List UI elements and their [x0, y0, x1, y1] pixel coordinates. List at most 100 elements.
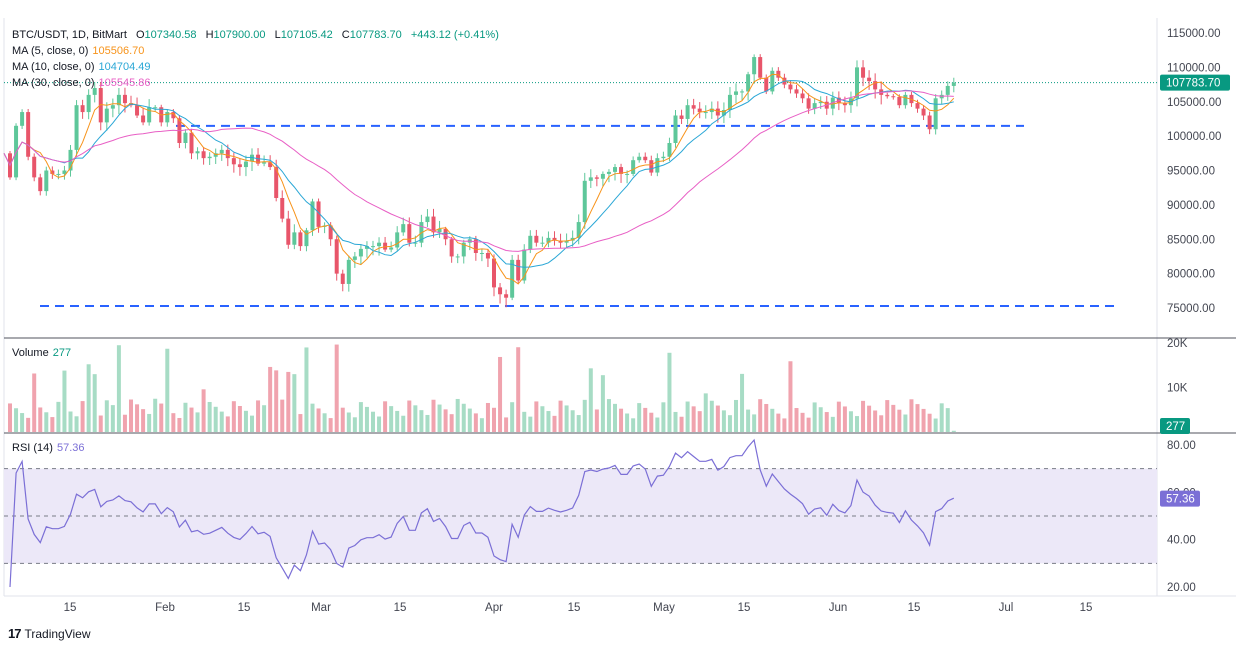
- volume-bar: [110, 405, 115, 432]
- brand-name: TradingView: [24, 626, 91, 641]
- volume-bar: [855, 416, 859, 432]
- ma30-legend[interactable]: MA (30, close, 0) 105545.86: [12, 75, 499, 91]
- volume-bar: [800, 412, 805, 432]
- rsi-legend[interactable]: RSI (14) 57.36: [12, 440, 85, 456]
- volume-bar: [758, 399, 763, 432]
- volume-bar: [461, 403, 466, 432]
- volume-bar: [98, 415, 103, 432]
- candle-body: [667, 143, 672, 157]
- volume-bar: [280, 399, 285, 432]
- volume-bar: [201, 389, 206, 432]
- volume-bar: [836, 401, 841, 432]
- volume-bar: [437, 404, 442, 432]
- time-tick-label: Mar: [311, 602, 331, 614]
- candle-body: [401, 224, 406, 233]
- candle-body: [643, 156, 648, 161]
- volume-legend[interactable]: Volume 277: [12, 345, 71, 361]
- candle-body: [207, 156, 212, 159]
- rsi-tick-label: 20.00: [1167, 582, 1196, 594]
- volume-bar: [510, 402, 515, 432]
- volume-bar: [528, 416, 533, 432]
- volume-bar: [873, 410, 878, 432]
- volume-bar: [80, 401, 85, 432]
- volume-bar: [703, 393, 708, 432]
- low-value: 107105.42: [280, 29, 333, 41]
- candle-body: [183, 132, 188, 143]
- candle-body: [951, 82, 956, 86]
- candle-body: [334, 239, 339, 274]
- price-tick-label: 75000.00: [1167, 303, 1215, 315]
- volume-bar: [540, 406, 545, 432]
- high-value: 107900.00: [213, 29, 266, 41]
- volume-bar: [352, 417, 357, 432]
- ma30-value: 105545.86: [98, 77, 151, 89]
- candle-body: [855, 67, 859, 99]
- volume-bar: [504, 417, 509, 432]
- volume-bar: [691, 406, 696, 432]
- ma10-legend[interactable]: MA (10, close, 0) 104704.49: [12, 59, 499, 75]
- ma30-line: [3, 90, 954, 252]
- brand[interactable]: 17 TradingView: [8, 626, 91, 641]
- volume-bar: [383, 401, 388, 432]
- volume-bar: [14, 408, 19, 432]
- volume-bar: [104, 400, 109, 432]
- volume-bar: [455, 398, 460, 432]
- candle-body: [425, 216, 430, 223]
- volume-bar: [818, 407, 823, 432]
- volume-bar: [909, 399, 914, 432]
- volume-bar: [20, 413, 25, 432]
- candle-body: [316, 201, 321, 227]
- candle-body: [231, 158, 236, 165]
- candle-body: [32, 156, 37, 178]
- ma5-legend[interactable]: MA (5, close, 0) 105506.70: [12, 43, 499, 59]
- volume-bar: [522, 411, 527, 432]
- volume-bar: [625, 413, 630, 432]
- volume-bar: [558, 400, 563, 432]
- volume-bar: [576, 415, 581, 432]
- volume-tick-label: 20K: [1167, 338, 1188, 350]
- volume-bar: [600, 375, 605, 432]
- volume-bar: [546, 411, 551, 432]
- ma10-label: MA (10, close, 0): [12, 61, 95, 73]
- volume-bar: [413, 405, 418, 432]
- candle-body: [806, 98, 811, 109]
- volume-bar: [207, 401, 212, 432]
- volume-bar: [939, 403, 944, 432]
- candle-body: [413, 242, 418, 244]
- volume-bar: [485, 402, 490, 432]
- candle-body: [461, 242, 466, 257]
- candle-body: [679, 115, 684, 119]
- price-tick-label: 110000.00: [1167, 62, 1221, 74]
- volume-bar: [56, 401, 61, 432]
- candle-body: [86, 94, 91, 113]
- candle-body: [407, 224, 412, 243]
- rsi-value: 57.36: [56, 442, 85, 454]
- rsi-last-label: 57.36: [1166, 494, 1195, 506]
- volume-bar: [129, 399, 133, 432]
- candle-body: [74, 105, 79, 150]
- candle-body: [594, 177, 599, 179]
- volume-bar: [776, 413, 781, 432]
- volume-bar: [613, 403, 617, 432]
- candle-body: [703, 112, 708, 114]
- candle-body: [818, 101, 823, 104]
- candle-body: [600, 173, 605, 179]
- volume-bar: [516, 347, 521, 432]
- time-tick-label: Apr: [485, 602, 503, 614]
- candle-body: [752, 57, 757, 75]
- candle-body: [268, 162, 273, 168]
- volume-bar: [32, 373, 37, 432]
- volume-bar: [606, 399, 611, 432]
- volume-bar: [637, 403, 642, 432]
- volume-bar: [570, 410, 575, 432]
- time-tick-label: 15: [238, 602, 251, 614]
- price-tick-label: 90000.00: [1167, 200, 1215, 212]
- candle-body: [485, 253, 490, 259]
- symbol-label[interactable]: BTC/USDT, 1D, BitMart: [12, 29, 127, 41]
- volume-bar: [219, 411, 224, 432]
- candle-body: [613, 167, 617, 172]
- price-tick-label: 100000.00: [1167, 131, 1221, 143]
- volume-bar: [50, 417, 55, 432]
- candle-body: [492, 258, 496, 288]
